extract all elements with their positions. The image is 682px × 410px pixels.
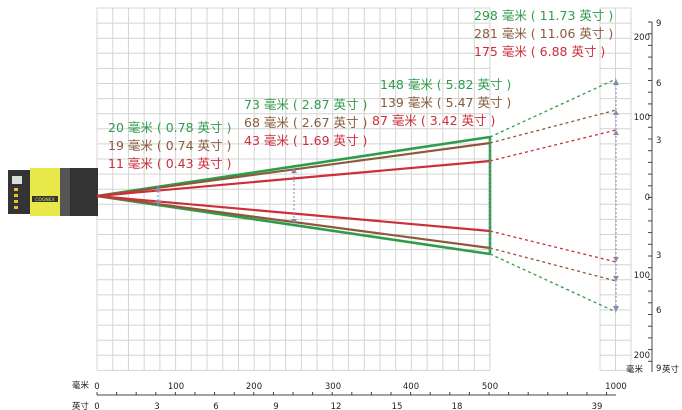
right-in-tick: 6 [656,306,661,316]
bottom-axis: 毫米 英寸 0 100 200 300 400 500 1000 0 3 6 9… [72,380,627,410]
bottom-mm-tick: 300 [325,382,341,392]
fov-label-near-narrow: 11 毫米 ( 0.43 英寸 ) [108,156,232,171]
fov-cone-wide [96,135,492,256]
fov-label-far-wide: 148 毫米 ( 5.82 英寸 ) [380,77,512,92]
fov-label-edge-mid: 281 毫米 ( 11.06 英寸 ) [474,26,614,41]
right-mm-tick: 0 [645,193,650,203]
fov-label-mid-wide: 73 毫米 ( 2.87 英寸 ) [244,97,368,112]
right-in-tick: 9 [656,19,661,29]
fov-label-mid-narrow: 43 毫米 ( 1.69 英寸 ) [244,133,368,148]
right-in-tick: 3 [656,251,661,261]
right-mm-tick: 200 [634,33,650,43]
right-in-tick: 9 [656,364,661,374]
bottom-in-tick: 0 [94,402,99,410]
bottom-in-tick: 3 [154,402,159,410]
right-in-tick: 3 [656,136,661,146]
right-in-unit: 英寸 [662,364,680,375]
bottom-in-tick: 12 [331,402,342,410]
bottom-in-tick: 6 [213,402,218,410]
fov-label-edge-narrow: 175 毫米 ( 6.88 英寸 ) [474,44,606,59]
fov-label-near-wide: 20 毫米 ( 0.78 英寸 ) [108,120,232,135]
fov-label-far-mid: 139 毫米 ( 5.47 英寸 ) [380,95,512,110]
right-mm-unit: 毫米 [626,364,644,375]
bottom-mm-tick: 1000 [605,382,627,392]
grid [96,7,632,371]
bottom-in-tick: 15 [392,402,403,410]
bottom-in-tick: 18 [452,402,463,410]
fov-label-mid-mid: 68 毫米 ( 2.67 英寸 ) [244,115,368,130]
bottom-mm-tick: 500 [482,382,498,392]
camera-icon: COGNEX [8,168,98,216]
measure-arrows [157,80,617,311]
right-mm-tick: 100 [634,113,650,123]
bottom-mm-tick: 400 [403,382,419,392]
bottom-mm-tick: 100 [168,382,184,392]
fov-label-edge-wide: 298 毫米 ( 11.73 英寸 ) [474,8,614,23]
right-mm-tick: 200 [634,351,650,361]
right-in-tick: 6 [656,79,661,89]
bottom-mm-label: 毫米 [72,380,90,391]
bottom-in-label: 英寸 [72,401,90,410]
bottom-mm-tick: 0 [94,382,99,392]
bottom-in-tick: 9 [273,402,278,410]
fov-label-far-narrow: 87 毫米 ( 3.42 英寸 ) [372,113,496,128]
bottom-mm-tick: 200 [246,382,262,392]
arrow-heads [155,79,619,312]
fov-label-near-mid: 19 毫米 ( 0.74 英寸 ) [108,138,232,153]
device-logo: COGNEX [35,197,54,203]
bottom-in-tick: 39 [592,402,603,410]
right-mm-tick: 100 [634,271,650,281]
fov-extension-lines [489,78,617,313]
right-axis: 200 100 0 100 200 9 6 3 3 6 9 毫米 英寸 [626,19,680,375]
